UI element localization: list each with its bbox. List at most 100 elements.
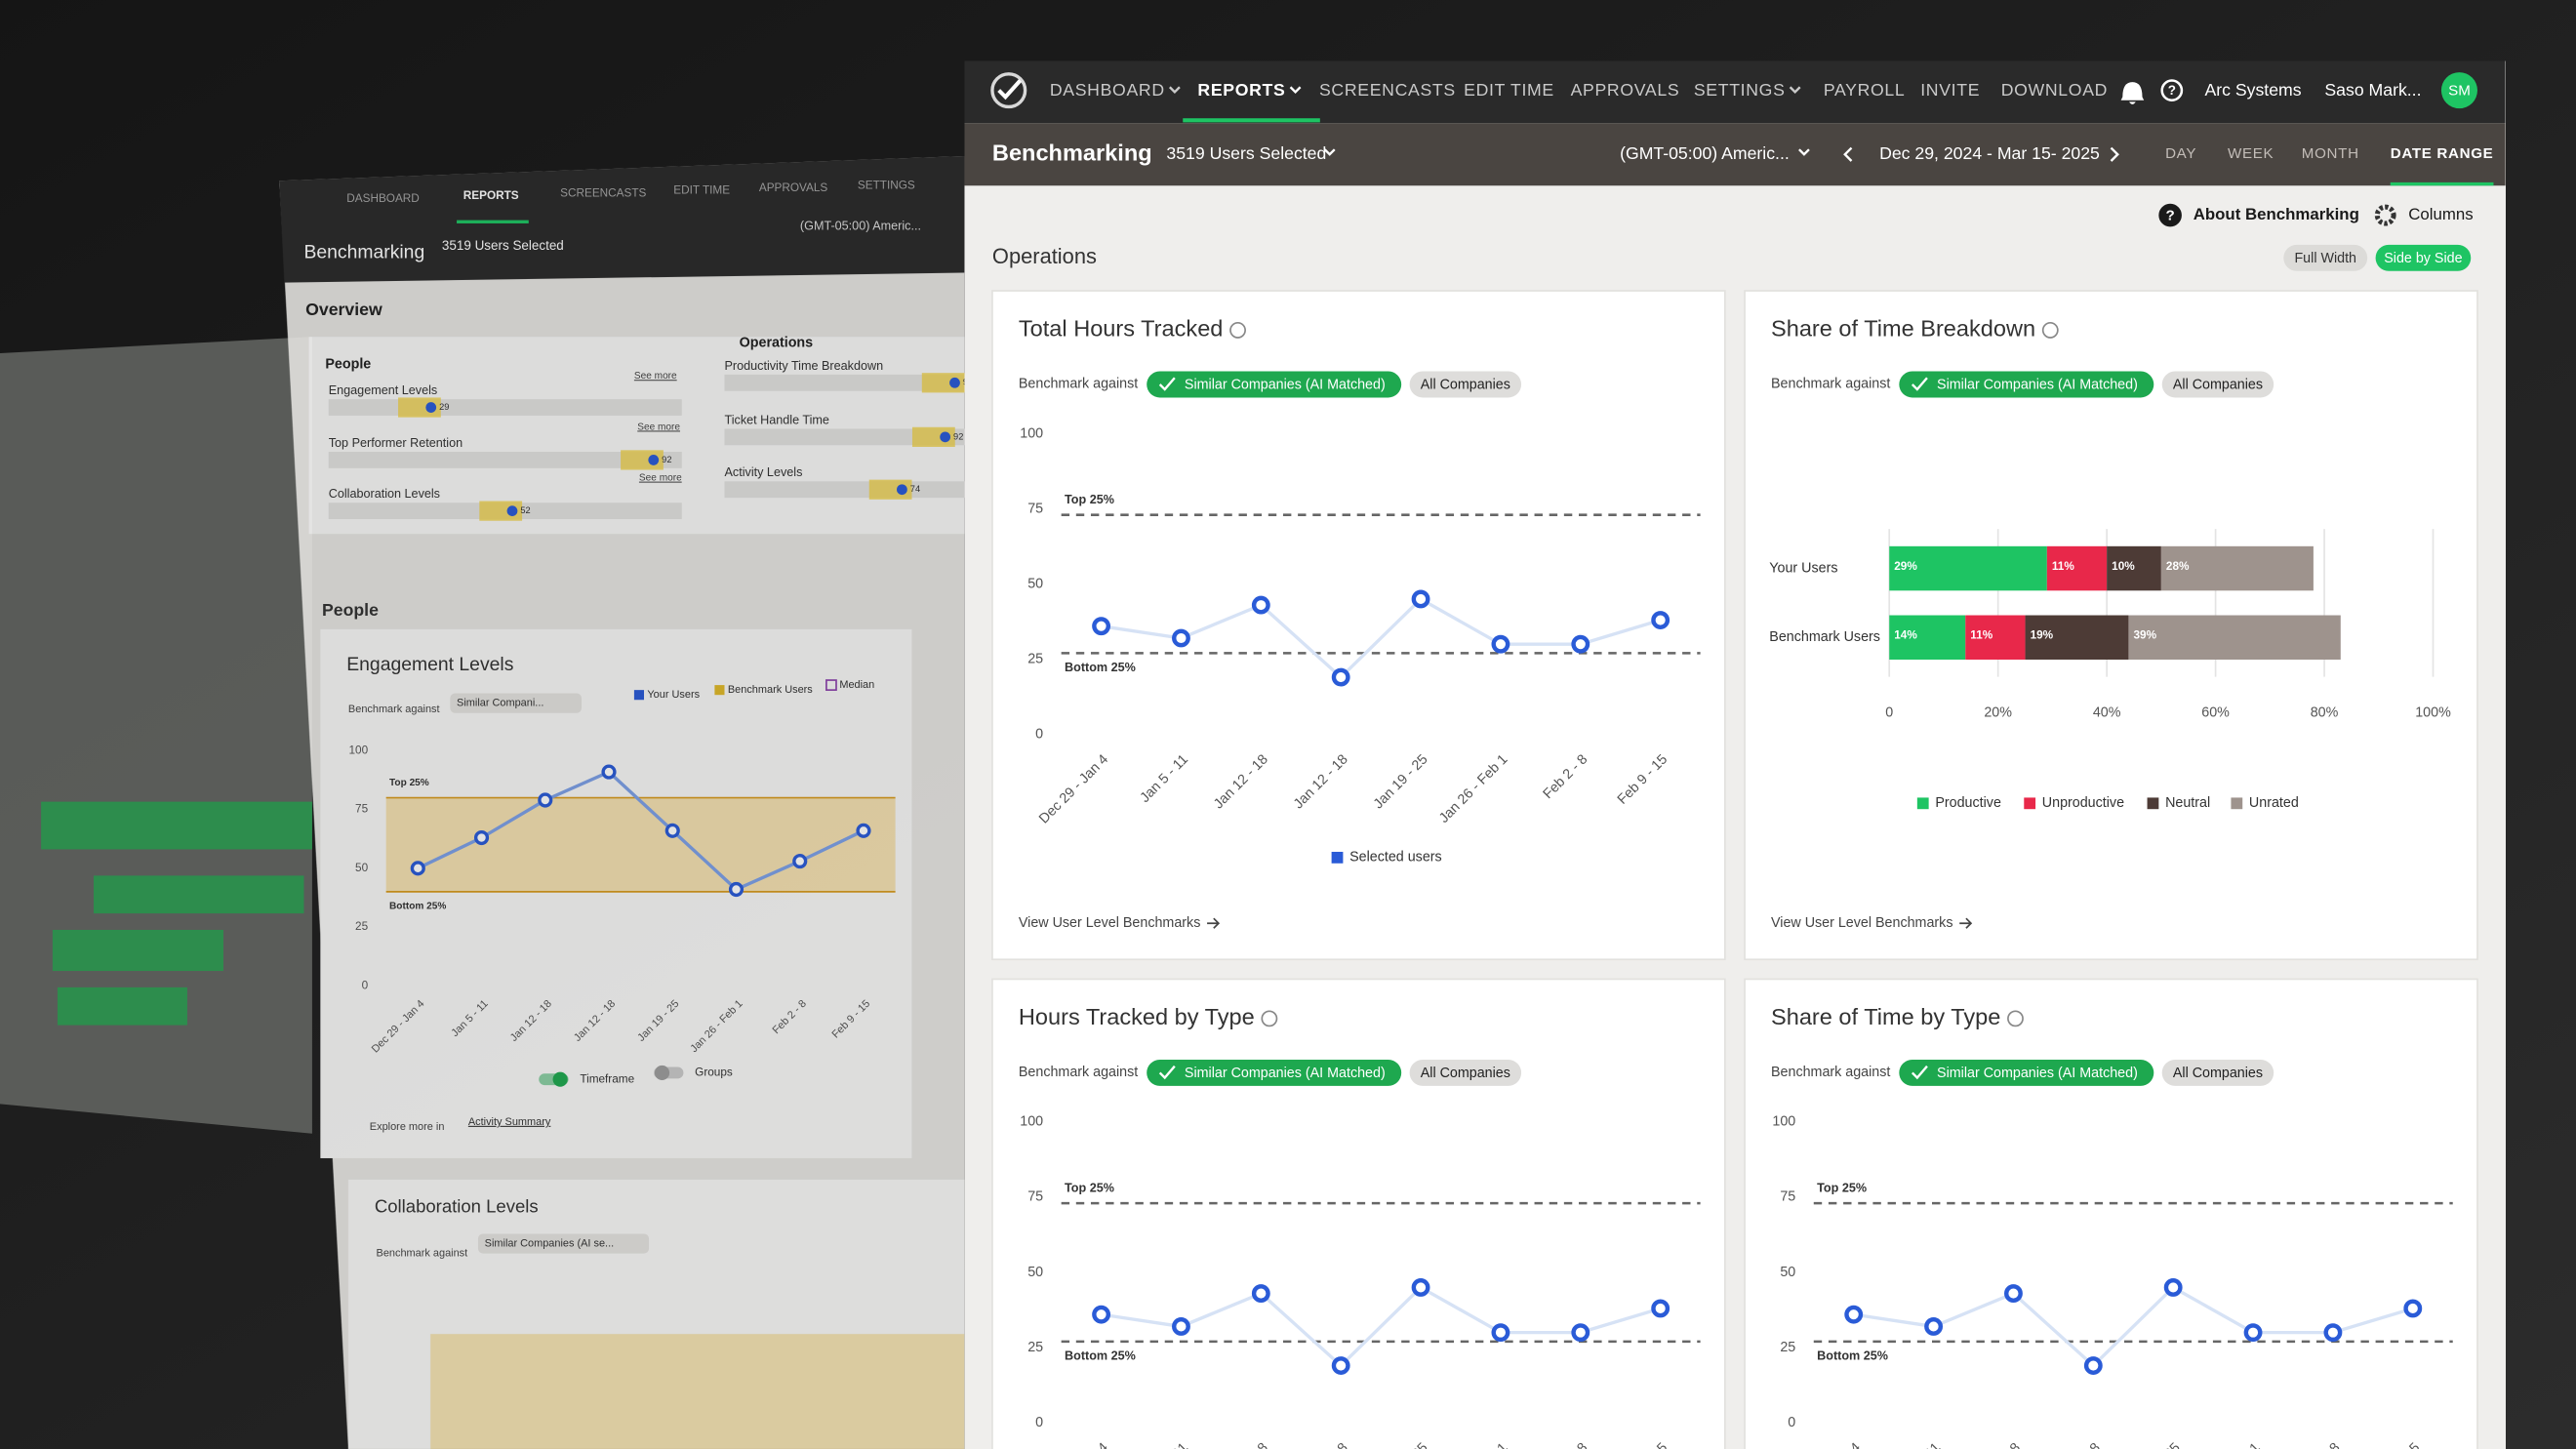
period-tab[interactable]: DATE RANGE	[2391, 145, 2494, 162]
benchmark-label: Benchmark against	[1771, 377, 1890, 392]
period-tab[interactable]: WEEK	[2228, 145, 2274, 162]
chevron[interactable]	[1168, 86, 1181, 94]
data-point	[1172, 1317, 1190, 1336]
benchmark-label: Bottom 25%	[1065, 1348, 1136, 1362]
user-name[interactable]: Saso Mark...	[2324, 80, 2421, 100]
period-tab[interactable]: MONTH	[2302, 145, 2359, 162]
info-icon[interactable]	[2007, 1010, 2024, 1027]
benchmark-pill[interactable]	[1899, 1059, 2154, 1086]
y-tick-label: 0	[362, 979, 369, 991]
benchmark-option[interactable]: Similar Companies (AI Matched)	[1185, 1066, 1386, 1081]
data-point	[2403, 1299, 2423, 1318]
layout-pill[interactable]	[2375, 244, 2472, 271]
data-point	[1092, 1305, 1111, 1324]
benchmark-pill[interactable]	[2161, 371, 2274, 398]
benchmark-pill[interactable]	[1147, 1059, 1402, 1086]
bg-metric-marker	[506, 505, 518, 517]
date-range[interactable]: Dec 29, 2024 - Mar 15- 2025	[1879, 143, 2100, 163]
chevron[interactable]	[1798, 148, 1810, 156]
info-icon[interactable]	[1261, 1010, 1278, 1027]
bg-legend-swatch	[825, 679, 837, 691]
benchmark-pill[interactable]	[2161, 1059, 2274, 1086]
columns-button[interactable]: Columns	[2408, 205, 2473, 223]
benchmark-label: Benchmark against	[1019, 377, 1138, 392]
chevron[interactable]	[1289, 86, 1302, 94]
bell-icon[interactable]	[2120, 82, 2145, 104]
nav-item[interactable]: EDIT TIME	[1464, 80, 1554, 100]
bg-selector	[477, 1233, 650, 1254]
bg-card-title: Collaboration Levels	[375, 1195, 539, 1216]
series-line	[1853, 1285, 2414, 1368]
benchmark-pill[interactable]	[1409, 1059, 1522, 1086]
bg-metric-track	[328, 399, 682, 416]
card-link[interactable]: View User Level Benchmarks	[1771, 915, 1952, 931]
avatar[interactable]	[2440, 72, 2477, 109]
bg-see-more[interactable]: See more	[634, 371, 677, 382]
benchmark-option[interactable]: All Companies	[2173, 1066, 2263, 1081]
period-tab[interactable]: DAY	[2165, 145, 2196, 162]
y-tick-label: 25	[1780, 1340, 1795, 1355]
series-line	[417, 770, 865, 892]
data-point	[664, 823, 680, 838]
chevron[interactable]	[2110, 146, 2119, 162]
benchmark-option[interactable]: Similar Companies (AI Matched)	[1185, 378, 1386, 393]
layout-option[interactable]: Side by Side	[2384, 251, 2462, 266]
bg-nav-item: SCREENCASTS	[560, 186, 646, 199]
about-link[interactable]: About Benchmarking	[2194, 205, 2359, 223]
benchmark-option[interactable]: Similar Companies (AI Matched)	[1937, 378, 2138, 393]
bar-label: 39%	[2133, 629, 2156, 642]
benchmark-pill[interactable]	[1409, 371, 1522, 398]
nav-item[interactable]: PAYROLL	[1824, 80, 1906, 100]
card-link[interactable]: View User Level Benchmarks	[1019, 915, 1200, 931]
layout-option[interactable]: Full Width	[2294, 251, 2356, 266]
bg-metric-name: Ticket Handle Time	[724, 413, 828, 426]
users-selector[interactable]: 3519 Users Selected	[1166, 143, 1326, 163]
timezone-selector[interactable]: (GMT-05:00) Americ...	[1620, 143, 1790, 163]
data-point	[2163, 1277, 2183, 1297]
nav-item[interactable]: APPROVALS	[1571, 80, 1680, 100]
bg-metric-track	[328, 452, 682, 468]
nav-item[interactable]: DASHBOARD	[1050, 80, 1165, 100]
benchmark-option[interactable]: All Companies	[2173, 378, 2263, 393]
benchmark-label: Benchmark against	[1019, 1065, 1138, 1080]
bg-explore: Explore more in	[370, 1121, 445, 1133]
data-point	[1092, 617, 1111, 636]
benchmark-pill[interactable]	[1899, 371, 2154, 398]
chevron[interactable]	[1843, 146, 1853, 162]
legend-label: Neutral	[2165, 795, 2210, 811]
company-name[interactable]: Arc Systems	[2204, 80, 2301, 100]
logo[interactable]	[990, 72, 1027, 109]
logo-check	[997, 79, 1023, 101]
data-point	[410, 861, 425, 876]
nav-item[interactable]: DOWNLOAD	[2001, 80, 2108, 100]
nav-active-underline	[1183, 118, 1320, 123]
bg-see-more[interactable]: See more	[637, 422, 680, 432]
benchmark-option[interactable]: All Companies	[1421, 1066, 1510, 1081]
data-point	[728, 881, 745, 898]
bg-metric-value: 29	[439, 402, 449, 412]
info-icon[interactable]	[2041, 322, 2059, 339]
data-point	[1411, 589, 1430, 609]
x-tick-label: 60%	[2201, 704, 2230, 720]
bg-explore-link[interactable]: Activity Summary	[468, 1116, 551, 1128]
info-icon[interactable]	[1229, 322, 1246, 339]
bg-metric-value: 52	[520, 505, 530, 515]
help-icon[interactable]	[2160, 79, 2184, 101]
bg-see-more[interactable]: See more	[639, 473, 682, 484]
bg-legend-swatch	[633, 690, 644, 701]
nav-item[interactable]: REPORTS	[1197, 80, 1285, 100]
benchmark-pill[interactable]	[1147, 371, 1402, 398]
nav-item[interactable]: INVITE	[1920, 80, 1980, 100]
check-icon	[1158, 1065, 1176, 1080]
bg-legend-label: Your Users	[647, 689, 700, 701]
benchmark-option[interactable]: Similar Companies (AI Matched)	[1937, 1066, 2138, 1081]
benchmark-option[interactable]: All Companies	[1421, 378, 1510, 393]
arrow-icon	[1207, 917, 1221, 929]
nav-item[interactable]: SETTINGS	[1694, 80, 1786, 100]
bg-metric-name: Top Performer Retention	[329, 436, 463, 450]
chevron[interactable]	[1323, 148, 1336, 156]
chevron[interactable]	[1789, 86, 1801, 94]
layout-pill[interactable]	[2283, 244, 2368, 271]
nav-item[interactable]: SCREENCASTS	[1319, 80, 1456, 100]
far-bar	[57, 986, 187, 1026]
